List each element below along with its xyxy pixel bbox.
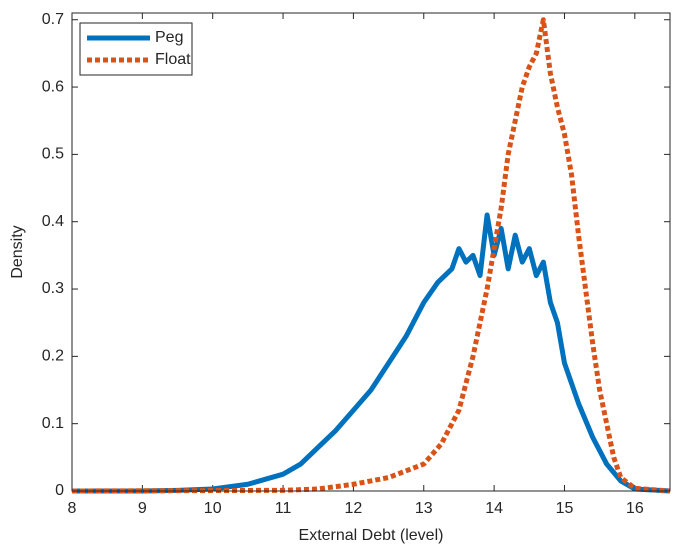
y-axis-label: Density [9,225,26,278]
x-tick-label: 16 [626,500,644,517]
x-tick-label: 10 [204,500,222,517]
x-axis-label: External Debt (level) [299,527,444,544]
y-tick-label: 0.2 [42,348,64,365]
x-tick-label: 12 [345,500,363,517]
x-tick-label: 15 [556,500,574,517]
series-line [72,212,671,494]
x-tick-label: 14 [485,500,503,517]
plot-area [72,13,670,491]
legend-box [79,22,193,76]
legend-label: Float [155,51,191,68]
y-tick-label: 0.3 [42,280,64,297]
legend-label: Peg [155,29,183,46]
y-tick-label: 0 [55,482,64,499]
y-tick-label: 0.5 [42,146,64,163]
y-tick-label: 0.4 [42,213,64,230]
x-tick-label: 11 [275,500,292,517]
axes-box [71,12,671,492]
x-tick-label: 8 [68,500,77,517]
x-tick-label: 9 [138,500,147,517]
series-line [71,17,671,494]
x-tick-label: 13 [415,500,433,517]
y-tick-label: 0.6 [42,78,64,95]
y-tick-label: 0.7 [42,11,64,28]
y-tick-label: 0.1 [42,415,64,432]
